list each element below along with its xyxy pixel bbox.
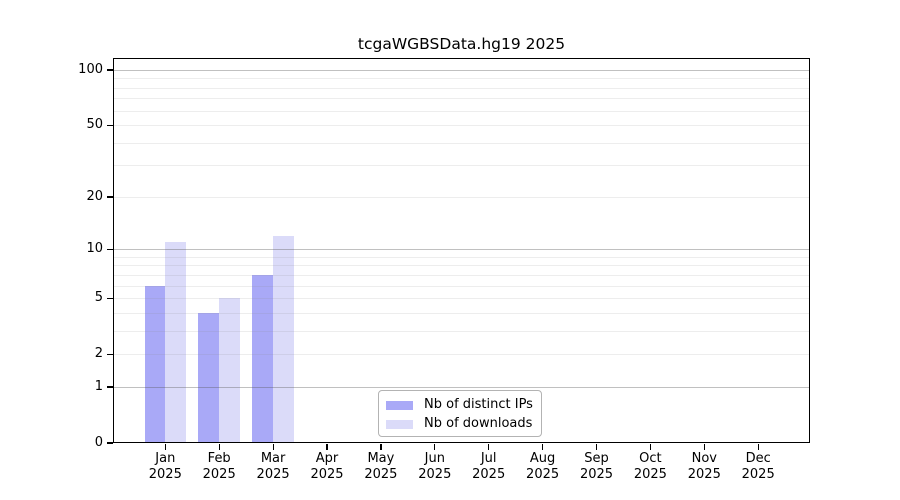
y-axis-tick-label: 20	[86, 188, 103, 204]
x-axis-tick-label: Jan 2025	[137, 451, 193, 482]
x-axis-tick	[434, 443, 436, 450]
month-label: May	[367, 451, 395, 466]
gridline-minor	[113, 98, 810, 100]
month-label: Apr	[315, 451, 339, 466]
gridline-major	[113, 70, 810, 71]
gridline-minor	[113, 265, 810, 267]
year-label: 2025	[364, 466, 398, 482]
bar-distinct-ips-mar	[252, 274, 274, 443]
gridline-minor	[113, 285, 810, 287]
y-axis-tick	[107, 196, 113, 198]
year-label: 2025	[633, 466, 667, 482]
legend: Nb of distinct IPs Nb of downloads	[378, 390, 542, 437]
month-label: Jul	[480, 451, 497, 466]
year-label: 2025	[256, 466, 290, 482]
year-label: 2025	[741, 466, 775, 482]
legend-label: Nb of downloads	[424, 416, 533, 431]
y-axis-tick-label: 1	[94, 378, 103, 394]
x-axis-tick-label: Mar 2025	[245, 451, 301, 482]
x-axis-tick-label: Apr 2025	[299, 451, 355, 482]
x-axis-tick	[164, 443, 166, 450]
gridline-minor	[113, 110, 810, 112]
x-axis-tick	[542, 443, 544, 450]
month-label: Mar	[260, 451, 286, 466]
year-label: 2025	[472, 466, 506, 482]
x-axis-tick-label: Jul 2025	[461, 451, 517, 482]
x-axis-tick-label: May 2025	[353, 451, 409, 482]
gridline-minor	[113, 196, 810, 198]
y-axis-tick	[107, 297, 113, 299]
legend-item-downloads: Nb of downloads	[386, 416, 533, 432]
x-axis-tick	[326, 443, 328, 450]
chart-title: tcgaWGBSData.hg19 2025	[357, 35, 566, 53]
x-axis-tick	[595, 443, 598, 450]
y-axis-tick-label: 2	[94, 346, 103, 362]
gridline-minor	[113, 274, 810, 276]
y-axis-tick	[107, 248, 113, 250]
x-axis-tick-label: Nov 2025	[676, 451, 732, 482]
gridline-minor	[113, 298, 810, 300]
x-axis-tick	[380, 443, 382, 450]
legend-swatch-downloads	[386, 419, 413, 429]
month-label: Sep	[584, 451, 609, 466]
x-axis-tick	[272, 443, 274, 450]
gridline-minor	[113, 312, 810, 314]
x-axis-tick	[488, 443, 490, 450]
legend-item-distinct-ips: Nb of distinct IPs	[386, 397, 533, 413]
month-label: Aug	[529, 451, 556, 466]
y-axis-tick-label: 10	[86, 241, 103, 257]
x-axis-tick-label: Aug 2025	[515, 451, 571, 482]
year-label: 2025	[418, 466, 452, 482]
gridline-minor	[113, 87, 810, 89]
bar-downloads-jan	[165, 242, 187, 443]
month-label: Nov	[691, 451, 717, 466]
bar-distinct-ips-jan	[144, 285, 166, 443]
gridline-major	[113, 249, 810, 251]
year-label: 2025	[310, 466, 344, 482]
y-axis-tick-label: 100	[78, 62, 103, 77]
y-axis-tick	[107, 442, 113, 444]
x-axis-tick-label: Jun 2025	[407, 451, 463, 482]
month-label: Feb	[207, 451, 231, 466]
gridline-minor	[113, 78, 810, 80]
y-axis-tick-label: 5	[94, 290, 103, 306]
gridline-minor	[113, 165, 810, 167]
legend-label: Nb of distinct IPs	[424, 397, 533, 412]
legend-swatch-distinct-ips	[386, 400, 413, 410]
x-axis-tick-label: Feb 2025	[191, 451, 247, 482]
x-axis-tick	[757, 443, 759, 450]
gridline-minor	[113, 354, 810, 356]
x-axis-tick-label: Oct 2025	[622, 451, 678, 482]
x-axis-tick	[218, 443, 220, 450]
gridline-major	[113, 386, 810, 388]
y-axis-tick-label: 50	[86, 117, 103, 133]
year-label: 2025	[202, 466, 236, 482]
year-label: 2025	[526, 466, 560, 482]
x-axis-tick	[703, 443, 705, 450]
gridline-minor	[113, 125, 810, 127]
gridline-minor	[113, 330, 810, 332]
y-axis-tick	[107, 124, 113, 126]
month-label: Dec	[745, 451, 771, 466]
year-label: 2025	[579, 466, 614, 482]
month-label: Jun	[424, 451, 445, 466]
bar-downloads-mar	[273, 235, 294, 443]
x-axis-tick	[649, 443, 652, 450]
y-axis-tick	[107, 386, 113, 388]
month-label: Jan	[155, 451, 176, 466]
y-axis-tick-label: 0	[94, 435, 103, 450]
month-label: Oct	[639, 451, 662, 466]
gridline-minor	[113, 256, 810, 258]
year-label: 2025	[148, 466, 182, 482]
x-axis-tick-label: Sep 2025	[569, 451, 625, 482]
bar-downloads-feb	[219, 298, 240, 443]
gridline-minor	[113, 142, 810, 144]
x-axis-tick-label: Dec 2025	[730, 451, 786, 482]
y-axis-tick	[107, 353, 113, 355]
bar-distinct-ips-feb	[198, 312, 220, 443]
year-label: 2025	[687, 466, 721, 482]
y-axis-tick	[107, 69, 113, 71]
